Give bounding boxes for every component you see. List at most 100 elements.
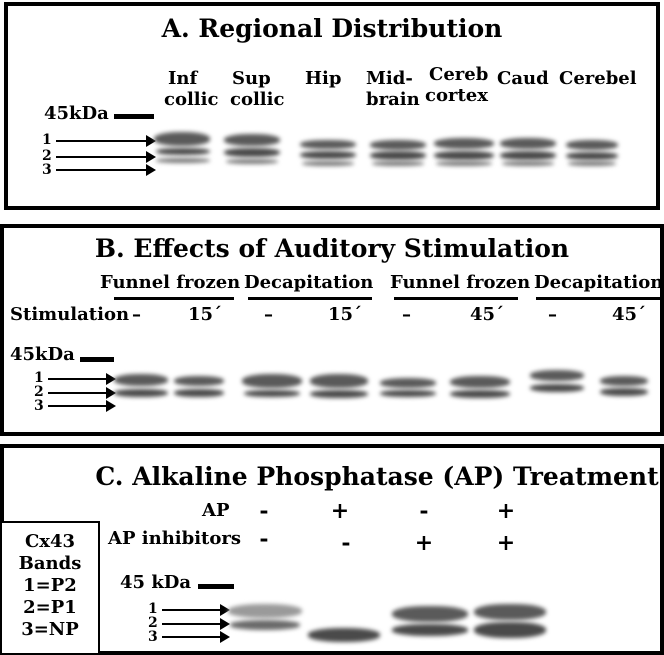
panel-b-band-num-2: 2 [34,384,44,400]
panel-c-arrow-2 [162,618,230,630]
panel-c-arrow-3 [162,631,230,643]
band [392,606,468,622]
band [370,140,426,150]
panel-c-arrow-1 [162,604,230,616]
panel-c-band-num-3: 3 [148,629,158,645]
lane-label: collic [164,89,219,110]
panel-a-arrow-3 [56,164,156,176]
band [310,390,368,398]
panel-c-ap-label: AP [202,500,230,521]
panel-c-ap-3: - [419,498,429,524]
panel-a-marker-bar [114,114,154,119]
panel-a-lane-2: Sup collic [230,68,284,110]
band [174,376,224,386]
band [474,604,546,620]
panel-b-title: B. Effects of Auditory Stimulation [94,234,570,263]
band [230,620,300,630]
panel-b-marker-label: 45kDa [10,344,75,365]
panel-b-stim-3: – [264,304,273,325]
panel-b-group-4: Decapitation [534,272,664,293]
lane-label: collic [230,89,285,110]
panel-a-lane-1: Inf collic [164,68,218,110]
panel-c-ap-4: + [496,498,516,524]
panel-c-inhibitor-label: AP inhibitors [108,528,241,549]
band [156,158,210,163]
band [500,138,556,149]
band [226,159,278,164]
band [224,148,280,157]
band [228,604,302,618]
panel-c-inh-3: + [414,530,434,556]
panel-b-stim-6: 45´ [470,304,505,325]
lane-label: cortex [425,85,488,106]
panel-b-stim-7: – [548,304,557,325]
panel-b: B. Effects of Auditory Stimulation Funne… [0,224,664,436]
band [302,161,354,166]
panel-a-band-num-2: 2 [42,148,52,164]
band [156,148,210,155]
band [370,151,426,160]
band [600,376,648,386]
legend-line: 2=P1 [23,597,77,618]
band [566,152,618,160]
panel-b-group-1: Funnel frozen [100,272,241,293]
legend-line: Cx43 [24,531,76,552]
panel-b-stim-1: – [132,304,141,325]
band [174,389,224,397]
band [568,161,616,166]
panel-c-title: C. Alkaline Phosphatase (AP) Treatment [95,462,659,491]
panel-a-lane-5: Cereb cortex [425,64,488,106]
band [114,374,168,386]
lane-label: Mid- [366,68,413,89]
panel-b-stim-5: – [402,304,411,325]
panel-b-band-num-1: 1 [34,370,44,386]
panel-c-band-num-2: 2 [148,615,158,631]
band [434,151,494,160]
band [372,161,424,166]
band [450,376,510,388]
lane-label: Cerebel [559,68,637,89]
panel-c-ap-2: + [330,498,350,524]
panel-b-marker-bar [80,357,114,362]
panel-b-group-underline [394,297,518,300]
panel-b-stim-8: 45´ [612,304,647,325]
panel-c-inh-2: - [341,530,351,556]
panel-a-arrow-2 [56,151,156,163]
band [380,390,436,397]
legend-line: 3=NP [21,619,79,640]
panel-a-lane-7: Cerebel [559,68,637,89]
lane-label: Hip [305,68,342,89]
lane-label: Cereb [429,64,489,85]
band [300,140,356,149]
band [308,628,380,642]
panel-c-ap-1: - [259,498,269,524]
band [154,132,210,146]
band [500,151,556,160]
legend-line: 1=P2 [23,575,77,596]
band [502,161,554,166]
band [436,161,492,166]
panel-b-band-num-3: 3 [34,398,44,414]
panel-b-group-3: Funnel frozen [390,272,531,293]
lane-label: Inf [168,68,198,89]
panel-b-arrow-1 [48,373,116,385]
lane-label: Caud [497,68,549,89]
panel-a-lane-4: Mid- brain [366,68,420,110]
panel-c-marker-label: 45 kDa [120,572,192,593]
panel-a-band-num-3: 3 [42,162,52,178]
band [114,389,168,397]
band [474,622,546,638]
panel-c-inh-4: + [496,530,516,556]
panel-c-marker-bar [198,584,234,589]
panel-b-arrow-3 [48,400,116,412]
panel-a-band-num-1: 1 [42,132,52,148]
band [600,388,648,396]
band [450,390,510,398]
panel-b-stim-2: 15´ [188,304,223,325]
panel-b-group-2: Decapitation [244,272,374,293]
panel-b-arrow-2 [48,387,116,399]
bands-legend: Cx43 Bands 1=P2 2=P1 3=NP [0,521,100,655]
panel-c-band-num-1: 1 [148,601,158,617]
panel-b-group-underline [114,297,234,300]
panel-b-stimulation-label: Stimulation [10,304,130,325]
